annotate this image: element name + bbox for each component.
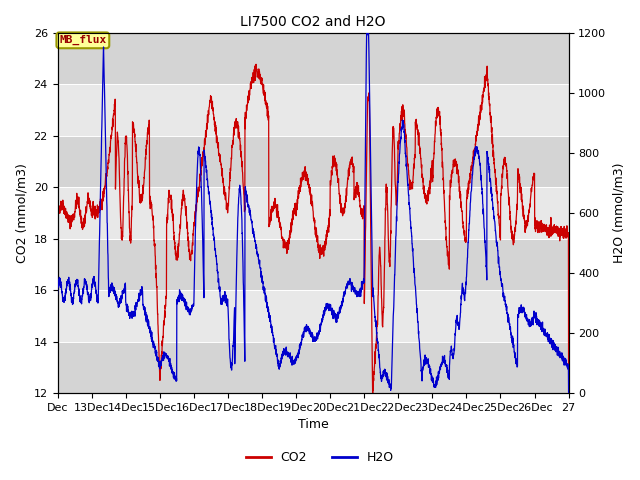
Y-axis label: CO2 (mmol/m3): CO2 (mmol/m3) bbox=[15, 163, 28, 263]
Bar bbox=[58, 33, 568, 84]
Bar bbox=[58, 342, 568, 393]
Text: MB_flux: MB_flux bbox=[60, 35, 106, 46]
Title: LI7500 CO2 and H2O: LI7500 CO2 and H2O bbox=[240, 15, 386, 29]
Bar bbox=[58, 239, 568, 290]
Y-axis label: H2O (mmol/m3): H2O (mmol/m3) bbox=[612, 163, 625, 264]
X-axis label: Time: Time bbox=[298, 419, 328, 432]
Bar bbox=[58, 290, 568, 342]
Bar bbox=[58, 187, 568, 239]
Legend: CO2, H2O: CO2, H2O bbox=[241, 446, 399, 469]
Bar bbox=[58, 136, 568, 187]
Bar bbox=[58, 84, 568, 136]
